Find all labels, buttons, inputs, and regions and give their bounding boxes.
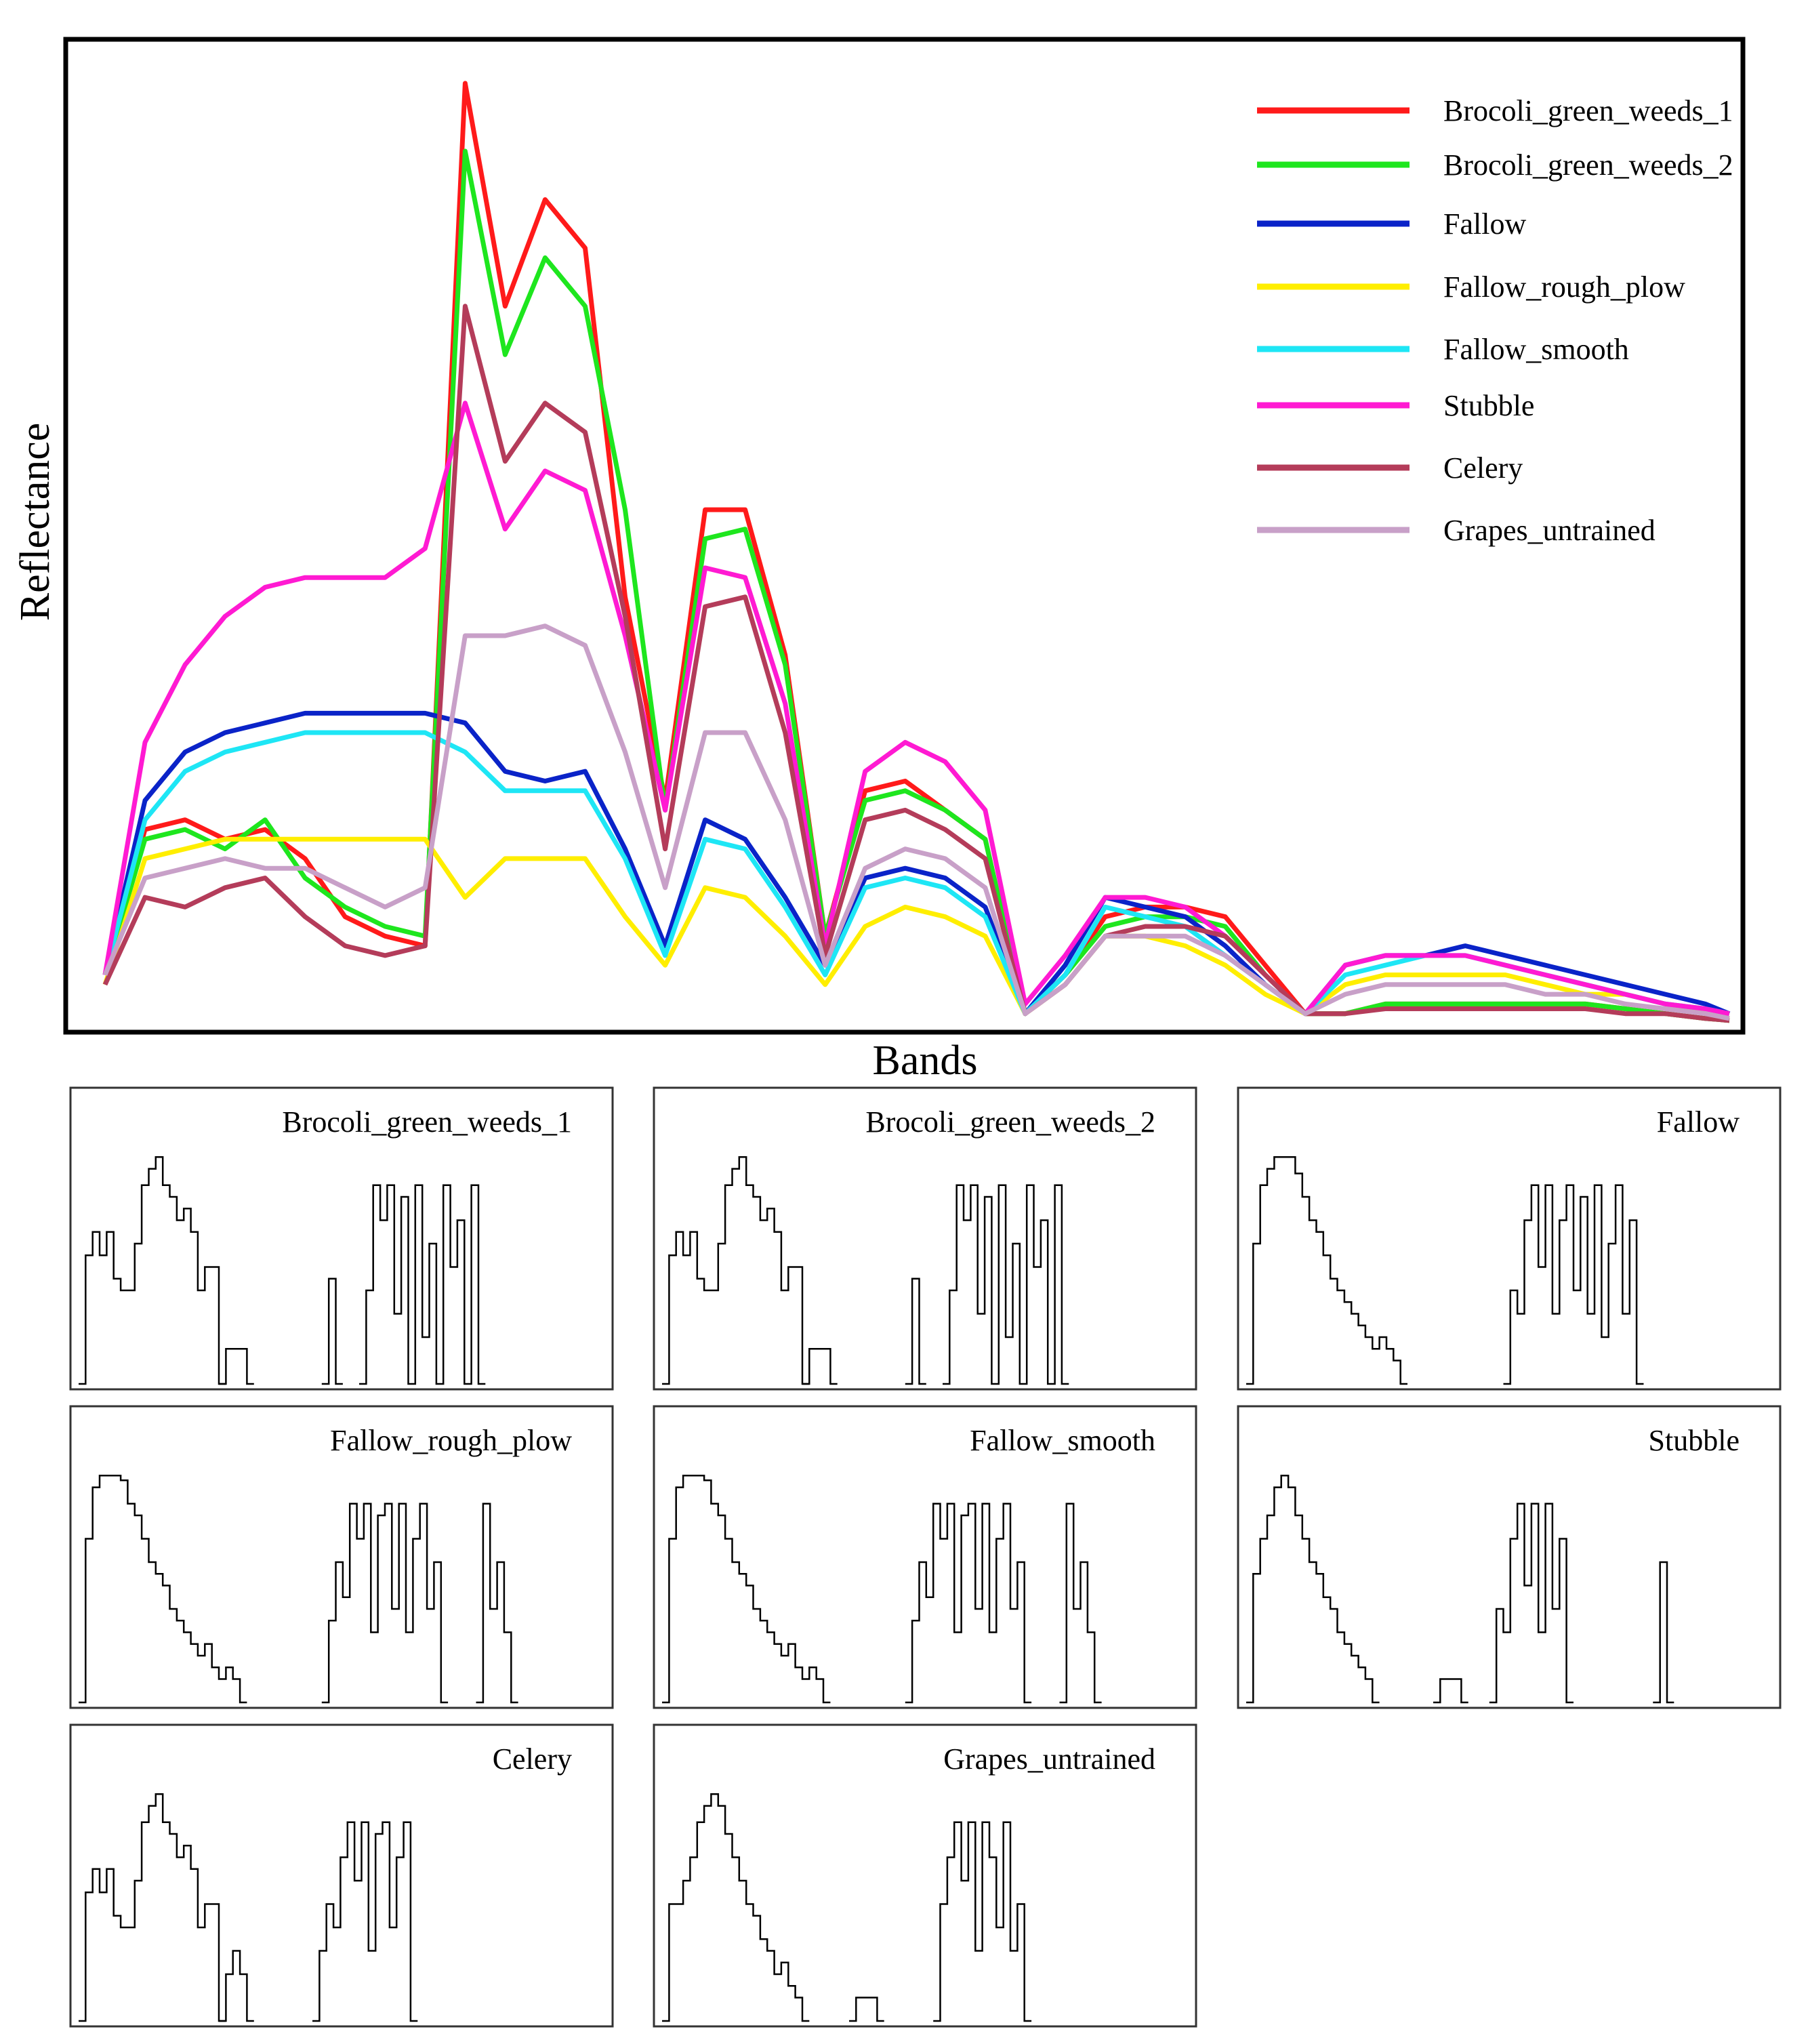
panel-title: Fallow_smooth	[970, 1424, 1155, 1457]
panel-title: Brocoli_green_weeds_1	[282, 1105, 572, 1139]
panel-fallow-smooth: Fallow_smooth	[653, 1405, 1197, 1709]
panel-frame	[69, 1405, 614, 1709]
panel-frame	[653, 1086, 1197, 1391]
series-line-celery	[102, 304, 1730, 1023]
selection-panels: Brocoli_green_weeds_1 Brocoli_green_weeds…	[69, 1086, 1782, 2028]
legend: Brocoli_green_weeds_1 Brocoli_green_weeds…	[1257, 94, 1733, 547]
legend-label: Grapes_untrained	[1443, 514, 1655, 547]
panel-title: Fallow	[1657, 1105, 1740, 1139]
panel-frame	[69, 1723, 614, 2028]
selection-step-line	[1653, 1561, 1674, 1704]
selection-step-line	[662, 1793, 810, 2022]
panel-fallow-rough-plow: Fallow_rough_plow	[69, 1405, 614, 1709]
panel-frame	[69, 1086, 614, 1391]
selection-step-line	[1433, 1678, 1468, 1704]
panel-fallow: Fallow	[1237, 1086, 1782, 1391]
selection-step-line	[1489, 1503, 1574, 1704]
series-line-grapes-untrained	[102, 624, 1730, 1021]
selection-step-line	[849, 1997, 884, 2022]
selection-step-line	[1059, 1503, 1102, 1704]
selection-step-line	[662, 1156, 810, 1385]
legend-label: Fallow_rough_plow	[1443, 270, 1685, 304]
legend-label: Stubble	[1443, 389, 1534, 422]
spectral-curves	[102, 81, 1731, 1023]
series-line-fallow	[102, 710, 1731, 1017]
legend-label: Fallow	[1443, 207, 1526, 241]
panel-title: Grapes_untrained	[943, 1742, 1155, 1776]
selection-step-line	[1246, 1156, 1407, 1385]
selection-step-line	[1246, 1475, 1380, 1704]
panel-grapes-untrained: Grapes_untrained	[653, 1723, 1197, 2028]
x-axis-label: Bands	[873, 1038, 978, 1084]
legend-label: Celery	[1443, 451, 1523, 485]
y-axis-label: Reflectance	[12, 423, 58, 621]
panel-frame	[1237, 1405, 1782, 1709]
selection-step-line	[662, 1475, 831, 1704]
series-line-stubble	[102, 401, 1730, 1017]
panel-frame	[653, 1405, 1197, 1709]
selection-step-line	[802, 1348, 838, 1385]
legend-label: Brocoli_green_weeds_1	[1443, 94, 1733, 127]
selection-step-line	[933, 1821, 1032, 2022]
selection-step-line	[219, 1348, 254, 1385]
panel-celery: Celery	[69, 1723, 614, 2028]
selection-step-line	[79, 1156, 226, 1385]
panel-frame	[653, 1723, 1197, 2028]
legend-label: Fallow_smooth	[1443, 333, 1629, 366]
selection-step-line	[321, 1278, 343, 1385]
selection-step-line	[359, 1184, 486, 1385]
selection-step-line	[905, 1503, 1032, 1704]
selection-step-line	[476, 1503, 518, 1704]
selection-step-line	[79, 1793, 226, 2022]
selection-step-line	[79, 1475, 247, 1704]
panel-stubble: Stubble	[1237, 1405, 1782, 1709]
series-line-fallow-rough-plow	[102, 836, 1730, 1021]
selection-step-line	[312, 1821, 418, 2022]
panel-frame	[1237, 1086, 1782, 1391]
selection-step-line	[219, 1950, 254, 2022]
selection-step-line	[321, 1503, 449, 1704]
panel-brocoli-green-weeds-2: Brocoli_green_weeds_2	[653, 1086, 1197, 1391]
series-line-brocoli-green-weeds-2	[102, 148, 1730, 1023]
selection-step-line	[943, 1184, 1069, 1385]
panel-title: Brocoli_green_weeds_2	[865, 1105, 1155, 1139]
panel-brocoli-green-weeds-1: Brocoli_green_weeds_1	[69, 1086, 614, 1391]
panel-title: Stubble	[1649, 1424, 1740, 1457]
selection-step-line	[1503, 1184, 1644, 1385]
panel-title: Celery	[493, 1742, 572, 1776]
panel-title: Fallow_rough_plow	[330, 1424, 572, 1457]
selection-step-line	[905, 1278, 926, 1385]
legend-label: Brocoli_green_weeds_2	[1443, 148, 1733, 182]
